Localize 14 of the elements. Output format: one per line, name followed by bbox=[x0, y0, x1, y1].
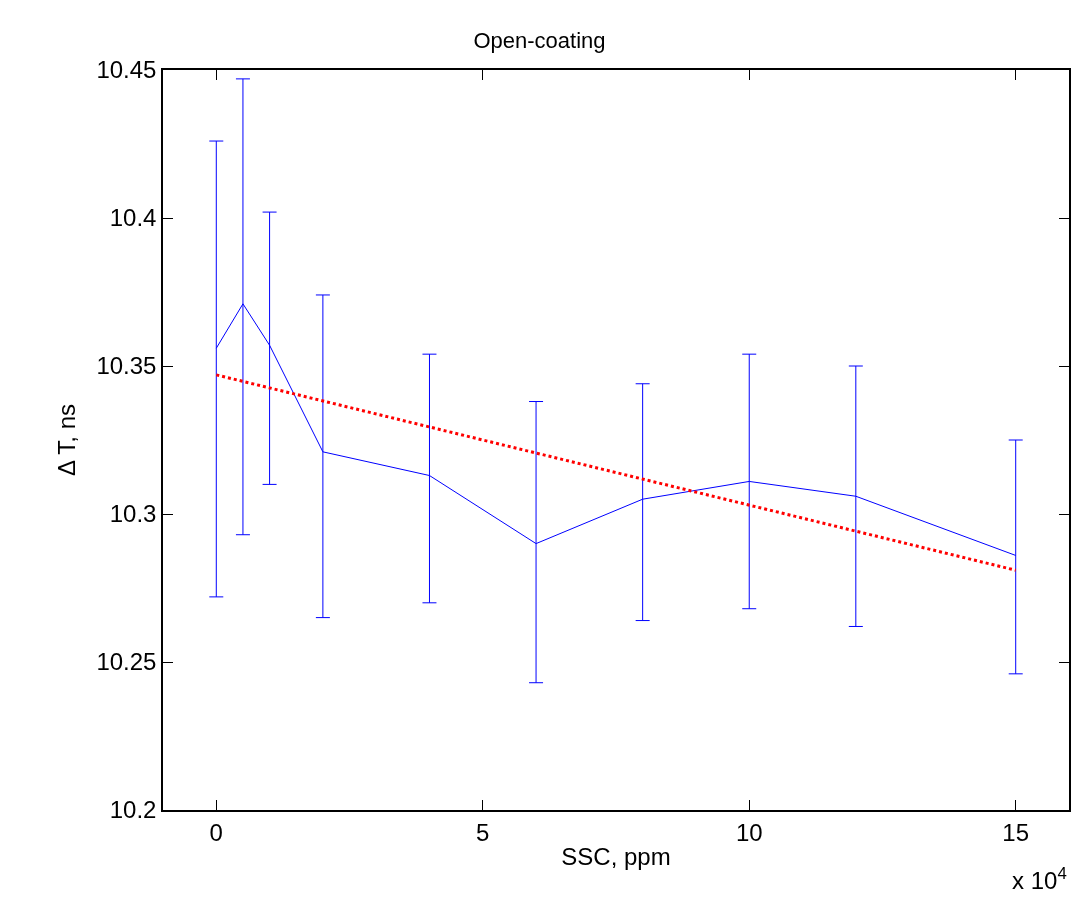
y-tick-label: 10.2 bbox=[109, 796, 157, 824]
y-tick-label: 10.45 bbox=[96, 56, 157, 84]
y-tick-label: 10.4 bbox=[109, 204, 157, 232]
x-tick-label: 5 bbox=[476, 818, 490, 846]
y-axis-title: Δ T, ns bbox=[52, 403, 80, 477]
text: x 10$^{4}$ bbox=[1012, 864, 1067, 895]
x-tick-label: 15 bbox=[1002, 818, 1030, 846]
x-tick-label: 10 bbox=[735, 818, 763, 846]
chart-title: Open-coating bbox=[473, 27, 606, 53]
y-tick-label: 10.3 bbox=[109, 500, 157, 528]
y-tick-label: 10.35 bbox=[96, 352, 157, 380]
x-axis-title: SSC, ppm bbox=[561, 843, 671, 871]
x-tick-label: 0 bbox=[209, 818, 223, 846]
y-tick-label: 10.25 bbox=[96, 648, 157, 676]
